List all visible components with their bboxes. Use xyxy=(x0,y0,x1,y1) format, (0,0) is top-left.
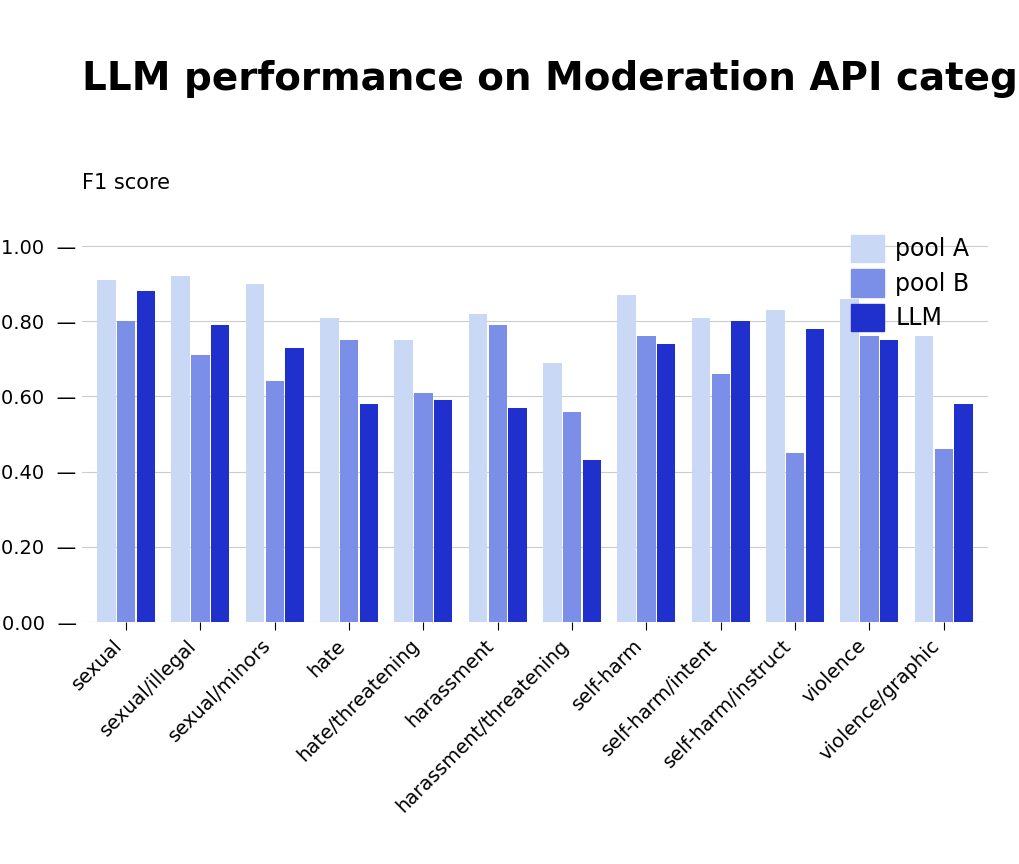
Bar xyxy=(711,374,730,622)
Bar xyxy=(934,449,953,622)
Text: F1 score: F1 score xyxy=(82,173,169,193)
Bar xyxy=(879,340,899,622)
Bar xyxy=(211,325,229,622)
Bar xyxy=(860,336,878,622)
Bar xyxy=(434,400,452,622)
Bar xyxy=(508,408,527,622)
Text: LLM performance on Moderation API categories: LLM performance on Moderation API catego… xyxy=(82,60,1019,98)
Bar xyxy=(806,329,824,622)
Bar xyxy=(394,340,413,622)
Bar xyxy=(841,299,859,622)
Bar xyxy=(285,347,304,622)
Bar xyxy=(360,404,378,622)
Bar xyxy=(543,363,561,622)
Bar xyxy=(340,340,359,622)
Bar xyxy=(692,318,710,622)
Bar xyxy=(469,314,487,622)
Bar xyxy=(320,318,338,622)
Bar xyxy=(732,321,750,622)
Bar xyxy=(618,295,636,622)
Bar xyxy=(562,411,582,622)
Bar xyxy=(954,404,973,622)
Bar xyxy=(171,276,191,622)
Bar xyxy=(766,310,785,622)
Bar xyxy=(246,283,264,622)
Bar xyxy=(637,336,656,622)
Bar xyxy=(117,321,136,622)
Bar xyxy=(266,381,284,622)
Bar xyxy=(786,453,804,622)
Bar xyxy=(97,280,116,622)
Bar xyxy=(137,291,155,622)
Legend: pool A, pool B, LLM: pool A, pool B, LLM xyxy=(844,228,976,338)
Bar xyxy=(583,461,601,622)
Bar xyxy=(488,325,507,622)
Bar xyxy=(657,344,676,622)
Bar xyxy=(414,393,433,622)
Bar xyxy=(915,336,933,622)
Bar xyxy=(192,355,210,622)
